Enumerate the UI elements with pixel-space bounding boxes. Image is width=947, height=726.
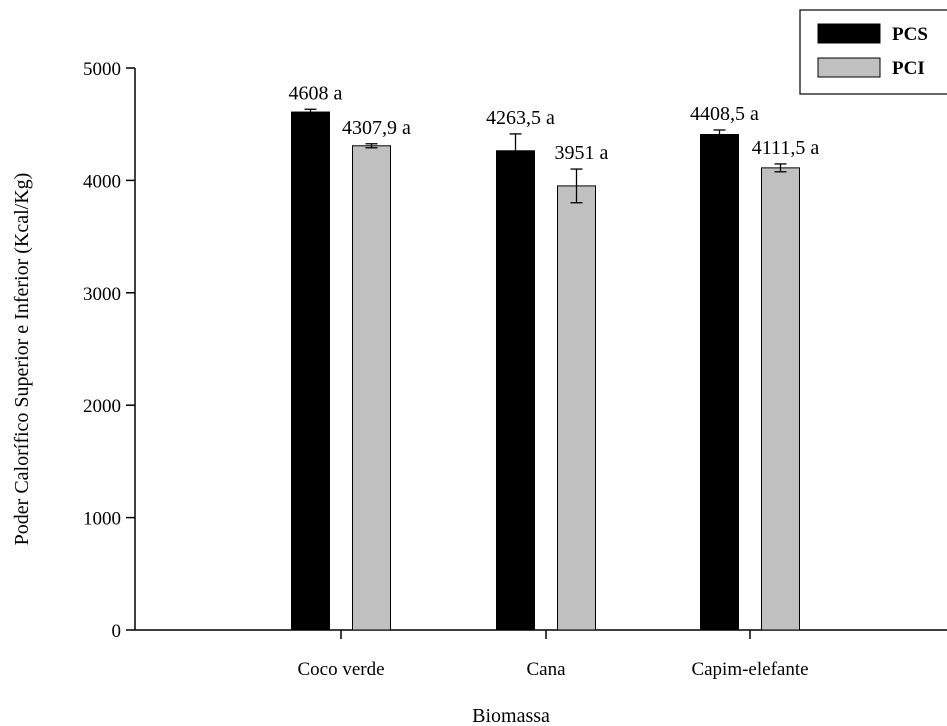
y-tick-label: 3000 <box>83 284 121 305</box>
data-labels: 4608 a 4263,5 a 4408,5 a 4307,9 a 3951 a 4111… <box>289 82 820 164</box>
y-tick-label: 0 <box>112 621 122 642</box>
y-ticks: 0 1000 2000 3000 4000 5000 <box>83 59 135 642</box>
x-tick-label: Coco verde <box>297 659 384 680</box>
data-label: 4263,5 a <box>486 107 555 129</box>
x-tick-label: Cana <box>526 659 566 680</box>
legend-label-pcs: PCS <box>892 24 928 45</box>
y-axis-title: Poder Calorífico Superior e Inferior (Kc… <box>11 173 33 546</box>
x-axis-title: Biomassa <box>472 705 550 726</box>
data-label: 4307,9 a <box>342 117 411 139</box>
bar-pci <box>761 167 800 631</box>
legend-swatch-pci <box>817 57 881 78</box>
x-ticks: Coco verde Cana Capim-elefante <box>297 630 809 680</box>
bar-pci <box>557 185 596 631</box>
bar-pcs <box>291 111 330 631</box>
y-tick-label: 2000 <box>83 396 121 417</box>
y-tick-label: 4000 <box>83 171 121 192</box>
axes <box>134 68 947 631</box>
legend-swatch-pcs <box>817 23 881 44</box>
bar-pcs <box>700 133 739 631</box>
bars <box>291 111 800 631</box>
data-label: 4111,5 a <box>752 137 820 159</box>
y-tick-label: 1000 <box>83 509 121 530</box>
legend: PCS PCI <box>799 9 947 95</box>
x-tick-label: Capim-elefante <box>691 659 808 680</box>
data-label: 4608 a <box>289 82 343 104</box>
legend-box <box>799 9 947 95</box>
error-bars <box>304 108 787 204</box>
bar-pcs <box>496 150 535 631</box>
y-tick-label: 5000 <box>83 59 121 80</box>
data-label: 4408,5 a <box>690 103 759 125</box>
bar-pci <box>352 145 391 631</box>
data-label: 3951 a <box>555 142 609 164</box>
legend-label-pci: PCI <box>892 58 925 79</box>
